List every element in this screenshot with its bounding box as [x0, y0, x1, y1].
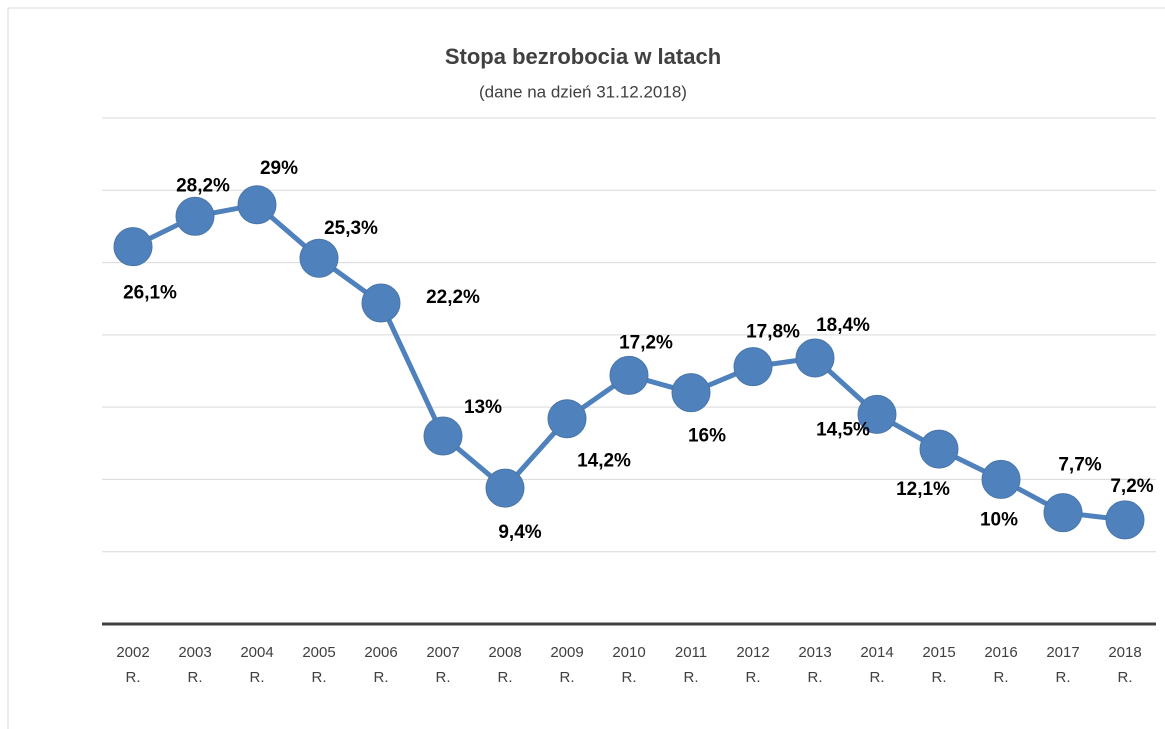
marker: [423, 416, 463, 456]
x-tick-label: 2005 R.: [302, 644, 336, 686]
x-tick-label: 2003 R.: [178, 644, 212, 686]
data-label: 25,3%: [324, 218, 378, 239]
marker: [1105, 500, 1145, 540]
marker: [175, 196, 215, 236]
x-tick-label: 2010 R.: [612, 644, 646, 686]
marker: [1043, 493, 1083, 533]
marker: [857, 394, 897, 434]
data-label: 28,2%: [176, 175, 230, 196]
marker: [671, 373, 711, 413]
x-tick-label: 2007 R.: [426, 644, 460, 686]
chart-frame: [7, 7, 1165, 729]
marker: [299, 238, 339, 278]
x-tick-label: 2009 R.: [550, 644, 584, 686]
data-label: 14,2%: [577, 451, 631, 472]
data-label: 16%: [688, 426, 726, 447]
data-label: 29%: [260, 158, 298, 179]
marker: [795, 338, 835, 378]
x-tick-label: 2008 R.: [488, 644, 522, 686]
chart-title: Stopa bezrobocia w latach: [445, 44, 721, 69]
data-label: 7,7%: [1058, 455, 1101, 476]
x-tick-label: 2018 R.: [1108, 644, 1142, 686]
marker: [485, 468, 525, 508]
data-label: 14,5%: [816, 419, 870, 440]
marker: [609, 355, 649, 395]
x-tick-label: 2016 R.: [984, 644, 1018, 686]
data-label: 7,2%: [1110, 476, 1153, 497]
x-tick-label: 2013 R.: [798, 644, 832, 686]
data-label: 12,1%: [896, 479, 950, 500]
x-tick-label: 2017 R.: [1046, 644, 1080, 686]
data-label: 18,4%: [816, 315, 870, 336]
data-label: 9,4%: [498, 522, 541, 543]
chart-subtitle: (dane na dzień 31.12.2018): [479, 82, 687, 101]
x-tick-label: 2006 R.: [364, 644, 398, 686]
data-label: 17,8%: [746, 322, 800, 343]
marker: [733, 347, 773, 387]
data-label: 10%: [980, 509, 1018, 530]
marker: [361, 283, 401, 323]
x-tick-label: 2014 R.: [860, 644, 894, 686]
x-tick-label: 2011 R.: [674, 644, 708, 686]
x-tick-label: 2004 R.: [240, 644, 274, 686]
marker: [547, 399, 587, 439]
marker: [919, 429, 959, 469]
marker: [113, 227, 153, 267]
marker: [237, 185, 277, 225]
x-tick-label: 2015 R.: [922, 644, 956, 686]
x-tick-label: 2012 R.: [736, 644, 770, 686]
data-label: 13%: [464, 397, 502, 418]
marker: [981, 459, 1021, 499]
data-label: 26,1%: [123, 283, 177, 304]
data-label: 17,2%: [619, 332, 673, 353]
x-tick-label: 2002 R.: [116, 644, 150, 686]
data-label: 22,2%: [426, 287, 480, 308]
